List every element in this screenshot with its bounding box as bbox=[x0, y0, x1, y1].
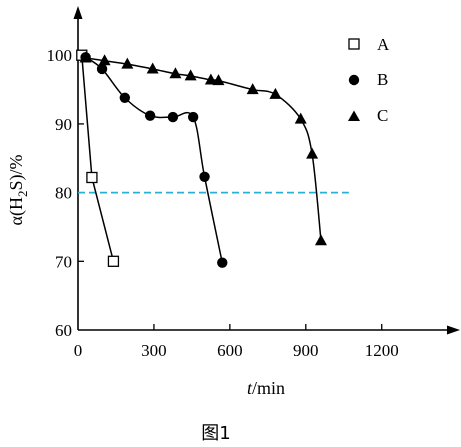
data-point-c bbox=[184, 69, 197, 81]
data-point-c bbox=[294, 112, 307, 124]
x-tick-label: 300 bbox=[141, 341, 167, 360]
data-point-c bbox=[212, 74, 225, 86]
data-point-b bbox=[119, 92, 131, 104]
data-point-c bbox=[146, 62, 159, 74]
y-tick-label: 70 bbox=[55, 252, 72, 271]
y-tick-label: 90 bbox=[55, 115, 72, 134]
y-axis-title: α(H2S)/% bbox=[6, 155, 30, 226]
x-tick-label: 600 bbox=[217, 341, 243, 360]
legend-label-a: A bbox=[377, 35, 390, 54]
x-tick-label: 900 bbox=[293, 341, 319, 360]
y-tick-label: 100 bbox=[47, 46, 73, 65]
data-point-c bbox=[79, 51, 92, 63]
data-point-c bbox=[246, 83, 259, 95]
data-point-b bbox=[199, 171, 210, 183]
legend-label-c: C bbox=[377, 106, 388, 125]
y-tick-label: 60 bbox=[55, 321, 72, 340]
data-point-a bbox=[86, 171, 98, 184]
legend-marker-a bbox=[348, 38, 360, 50]
data-point-c bbox=[269, 87, 282, 99]
data-point-b bbox=[217, 257, 228, 268]
data-point-c bbox=[169, 67, 182, 79]
legend-label-b: B bbox=[377, 70, 388, 89]
data-point-b bbox=[96, 63, 108, 75]
data-point-c bbox=[204, 73, 217, 85]
data-point-a bbox=[107, 255, 120, 267]
x-tick-label: 1200 bbox=[365, 341, 399, 360]
legend-marker-b bbox=[348, 74, 360, 86]
legend: A B C bbox=[348, 35, 390, 125]
series-line-a bbox=[81, 55, 115, 262]
x-tick-label: 0 bbox=[74, 341, 83, 360]
ticks: 0 300 600 900 1200 60 70 80 90 100 bbox=[47, 46, 399, 360]
data-point-b bbox=[167, 111, 179, 123]
y-axis-title-subscript: 2 bbox=[15, 191, 30, 198]
data-point-c bbox=[314, 234, 327, 246]
legend-marker-c bbox=[348, 110, 360, 121]
data-point-b bbox=[187, 111, 199, 123]
y-axis-arrow bbox=[73, 6, 83, 19]
data-point-c bbox=[306, 147, 319, 159]
x-axis-arrow bbox=[447, 325, 460, 335]
figure-caption: 图1 bbox=[201, 423, 230, 444]
data-point-c bbox=[98, 54, 111, 66]
series-line-c bbox=[85, 57, 322, 241]
x-axis-title: t/min bbox=[247, 378, 285, 398]
y-tick-label: 80 bbox=[55, 184, 72, 203]
data-point-c bbox=[121, 57, 134, 69]
series-curves bbox=[81, 55, 322, 263]
series-markers bbox=[76, 49, 327, 268]
data-point-b bbox=[144, 110, 156, 121]
